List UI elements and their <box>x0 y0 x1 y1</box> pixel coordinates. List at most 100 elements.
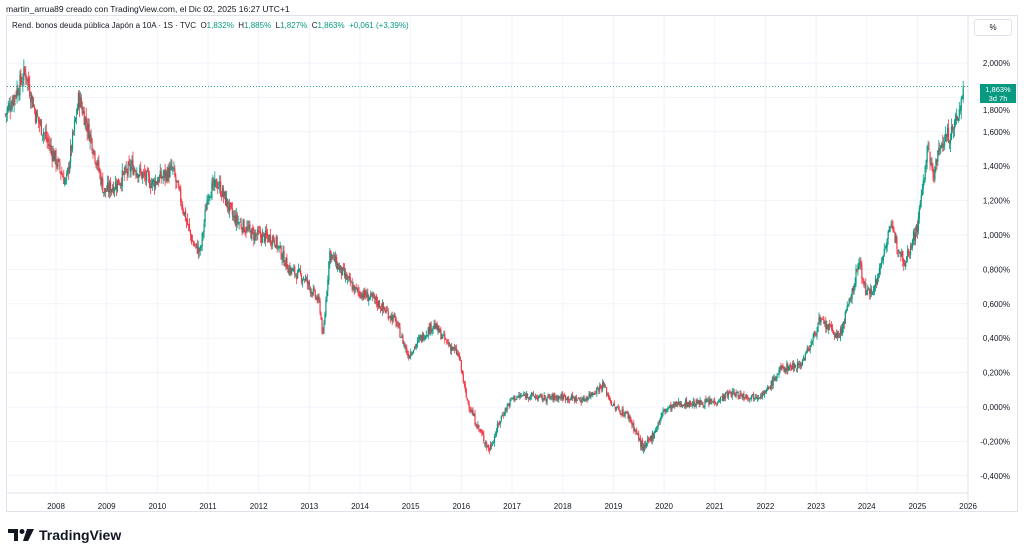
candle-body <box>790 364 792 368</box>
candle-body <box>490 444 493 447</box>
tradingview-logo[interactable]: TradingView <box>8 527 121 543</box>
candle-body <box>579 399 581 401</box>
candle-body <box>787 364 789 372</box>
candle-body <box>747 397 749 399</box>
candle-body <box>899 251 901 253</box>
bar-countdown: 3d 7h <box>988 94 1008 103</box>
candle-body <box>630 419 632 422</box>
candle-body <box>76 107 79 114</box>
candle-body <box>800 365 803 367</box>
y-tick-label: 0,400% <box>983 334 1010 343</box>
candle-body <box>702 403 704 407</box>
low-label: L <box>275 21 281 30</box>
candle-body <box>395 317 397 326</box>
candle-body <box>922 180 924 189</box>
candle-body <box>614 407 616 410</box>
unit-button[interactable]: % <box>974 19 1012 36</box>
y-tick-label: 2,000% <box>983 59 1010 68</box>
candle-body <box>512 398 514 399</box>
candle-body <box>659 418 661 423</box>
candle-body <box>527 394 529 397</box>
candle-body <box>760 395 763 398</box>
candle-body <box>383 307 385 310</box>
candle-body <box>706 401 708 402</box>
candle-body <box>824 322 826 325</box>
candle-body <box>119 183 121 185</box>
candle-body <box>813 331 815 337</box>
candle-body <box>564 395 566 396</box>
candle-body <box>902 251 904 262</box>
y-tick-label: 0,800% <box>983 265 1010 274</box>
candle-body <box>658 421 660 423</box>
candle-body <box>217 187 219 189</box>
candle-body <box>243 220 245 233</box>
x-tick-label: 2014 <box>351 502 369 511</box>
candle-body <box>425 335 427 336</box>
candle-body <box>917 217 919 232</box>
candle-body <box>387 311 389 319</box>
candle-body <box>439 329 441 333</box>
candle-body <box>299 270 301 271</box>
candle-body <box>472 410 474 416</box>
candle-body <box>330 250 332 260</box>
candle-body <box>99 171 101 173</box>
candle-body <box>507 404 509 406</box>
candle-body <box>78 93 80 108</box>
candle-body <box>451 346 454 350</box>
candle-body <box>313 288 315 290</box>
candle-body <box>85 116 87 124</box>
candle-body <box>329 251 331 264</box>
candle-body <box>159 170 161 178</box>
candle-body <box>120 183 122 186</box>
candle-body <box>359 291 361 296</box>
candle-body <box>898 250 900 253</box>
candle-body <box>156 181 158 185</box>
candle-body <box>348 275 350 278</box>
candle-body <box>583 397 585 402</box>
candle-body <box>385 310 387 312</box>
candle-body <box>934 166 936 180</box>
candle-body <box>273 239 275 244</box>
candle-body <box>493 435 496 443</box>
candle-body <box>137 174 139 179</box>
candle-body <box>619 410 621 415</box>
candle-body <box>152 179 155 182</box>
candle-body <box>432 326 434 330</box>
candle-body <box>271 236 273 246</box>
candle-body <box>337 264 340 270</box>
candle-body <box>88 123 90 141</box>
x-tick-label: 2010 <box>148 502 166 511</box>
candle-body <box>84 117 86 127</box>
candle-body <box>693 401 695 407</box>
candle-body <box>381 303 384 311</box>
candle-body <box>306 278 309 284</box>
candle-body <box>502 415 504 416</box>
candle-body <box>778 369 780 375</box>
candle-body <box>155 181 157 184</box>
candle-body <box>545 399 547 402</box>
candle-body <box>267 236 270 242</box>
candle-body <box>459 358 461 361</box>
candle-body <box>320 314 322 319</box>
candle-body <box>465 388 467 398</box>
y-tick-label: 1,600% <box>983 128 1010 137</box>
candle-body <box>19 74 21 96</box>
candle-body <box>460 360 462 371</box>
candle-body <box>959 110 961 112</box>
candle-body <box>862 278 864 280</box>
candle-body <box>690 405 692 406</box>
candle-body <box>517 396 519 398</box>
candle-body <box>882 256 884 261</box>
candle-body <box>942 143 944 148</box>
candle-body <box>290 267 292 275</box>
candle-body <box>296 275 298 280</box>
candle-body <box>89 133 91 142</box>
candle-body <box>95 162 97 166</box>
candle-body <box>388 317 390 318</box>
y-tick-label: 0,200% <box>983 369 1010 378</box>
candle-body <box>879 267 881 269</box>
candle-body <box>362 294 364 298</box>
candle-body <box>232 215 234 217</box>
candle-body <box>198 248 200 252</box>
